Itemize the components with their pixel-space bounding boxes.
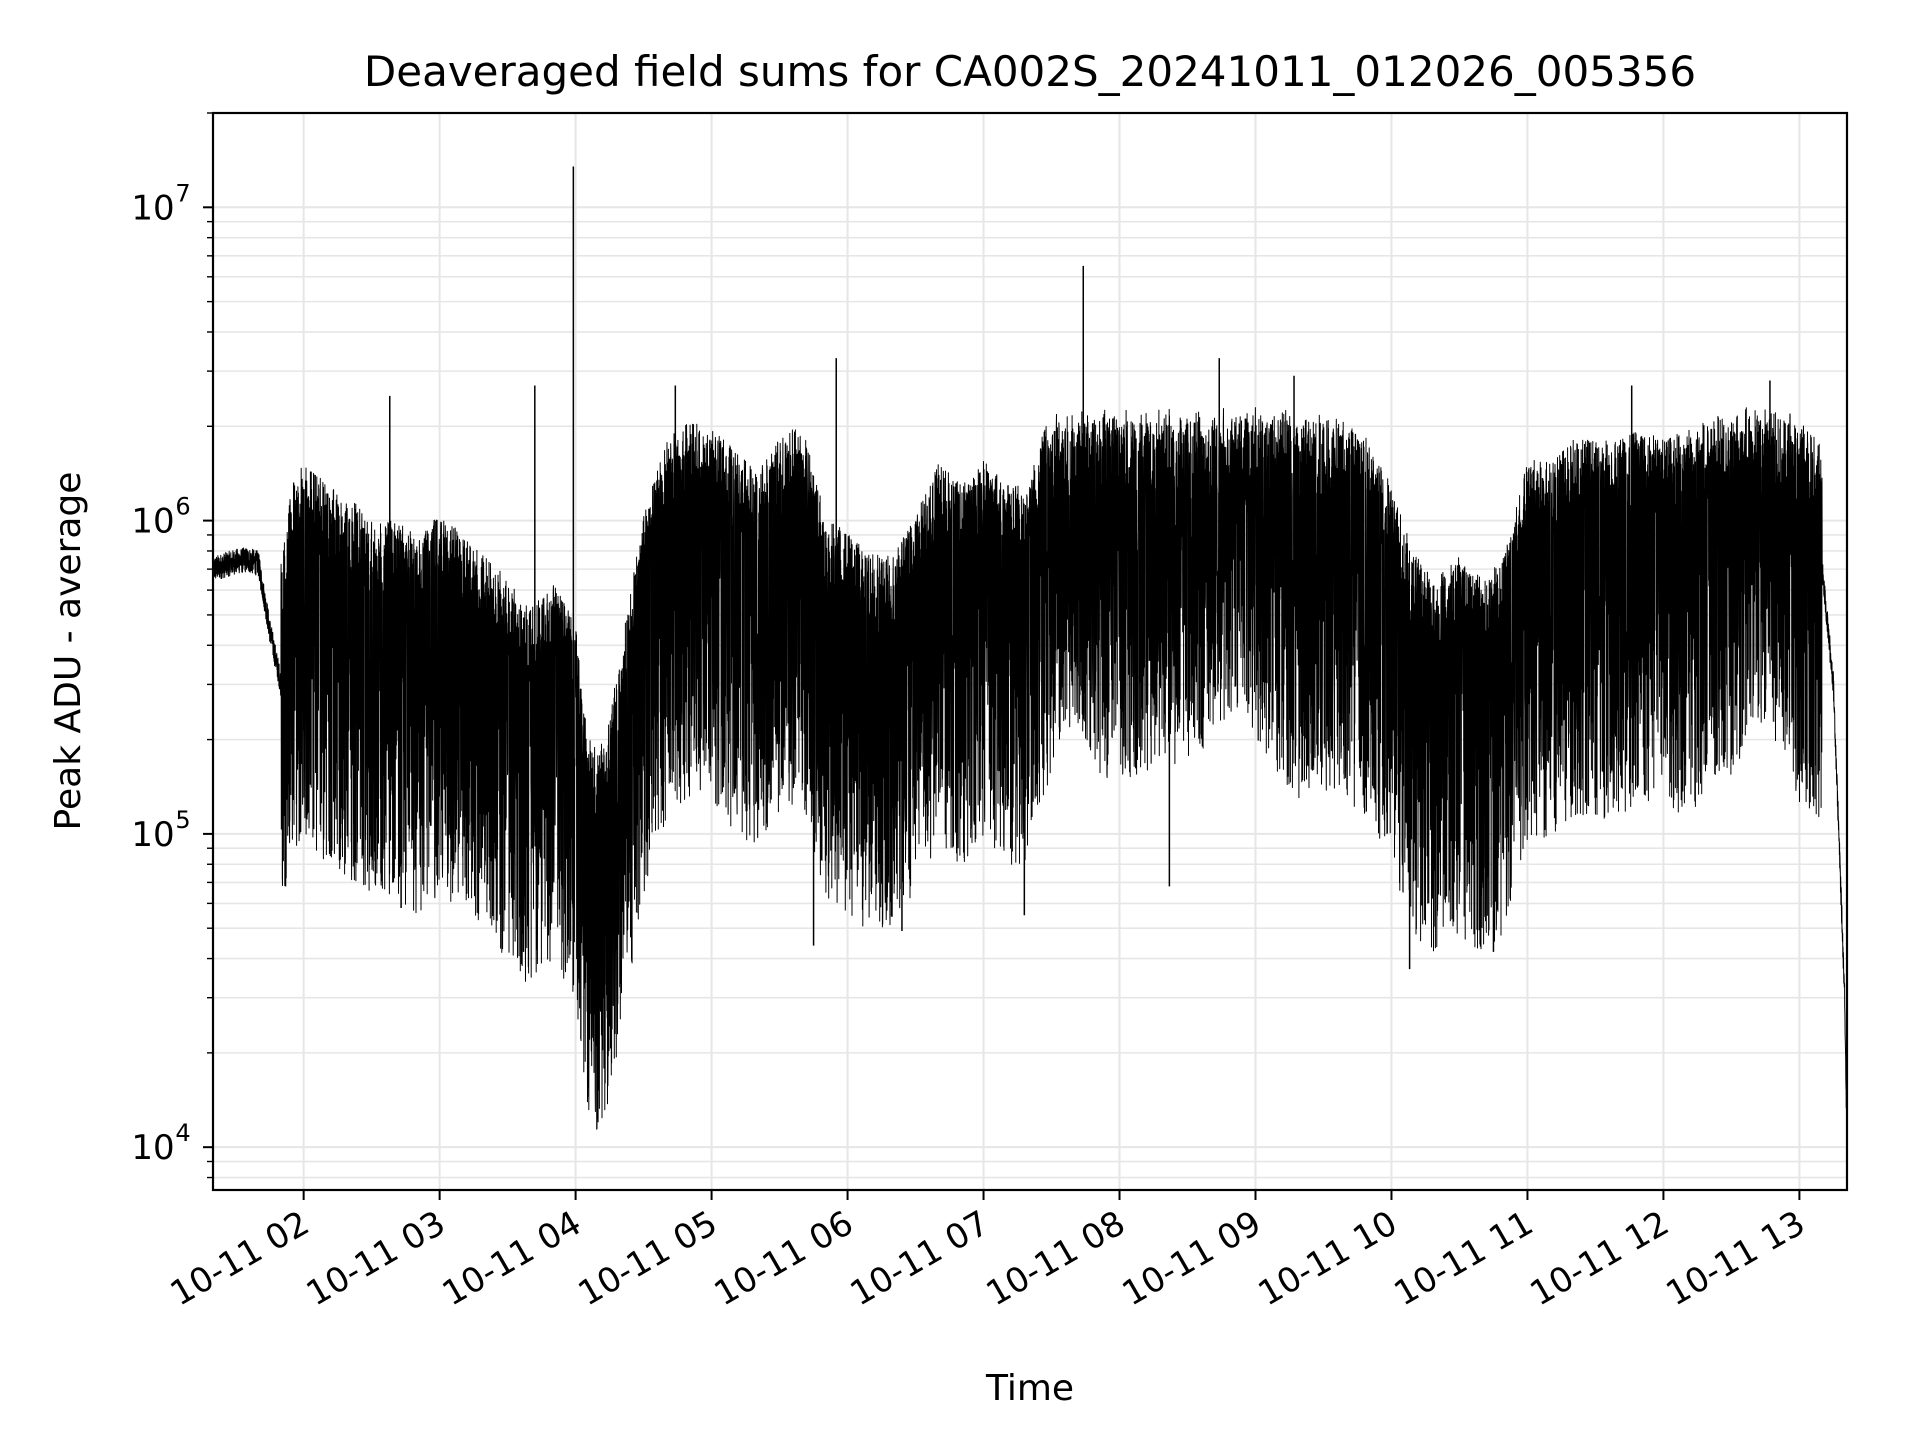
chart-title: Deaveraged field sums for CA002S_2024101…	[364, 47, 1696, 96]
y-tick-label: 10	[131, 188, 174, 228]
y-tick-label: 10	[131, 502, 174, 542]
y-tick-label: 10	[131, 815, 174, 855]
y-tick-exponent: 4	[175, 1119, 190, 1147]
plot-area-frame	[211, 111, 1849, 1192]
y-axis-label: Peak ADU - average	[48, 472, 89, 831]
data-series	[212, 166, 1848, 1149]
y-tick-exponent: 5	[175, 806, 190, 834]
y-tick-exponent: 7	[175, 179, 190, 207]
x-axis-label: Time	[985, 1368, 1074, 1409]
series-line	[212, 407, 1848, 1149]
y-tick-exponent: 6	[175, 493, 190, 521]
y-tick-label: 10	[131, 1128, 174, 1168]
